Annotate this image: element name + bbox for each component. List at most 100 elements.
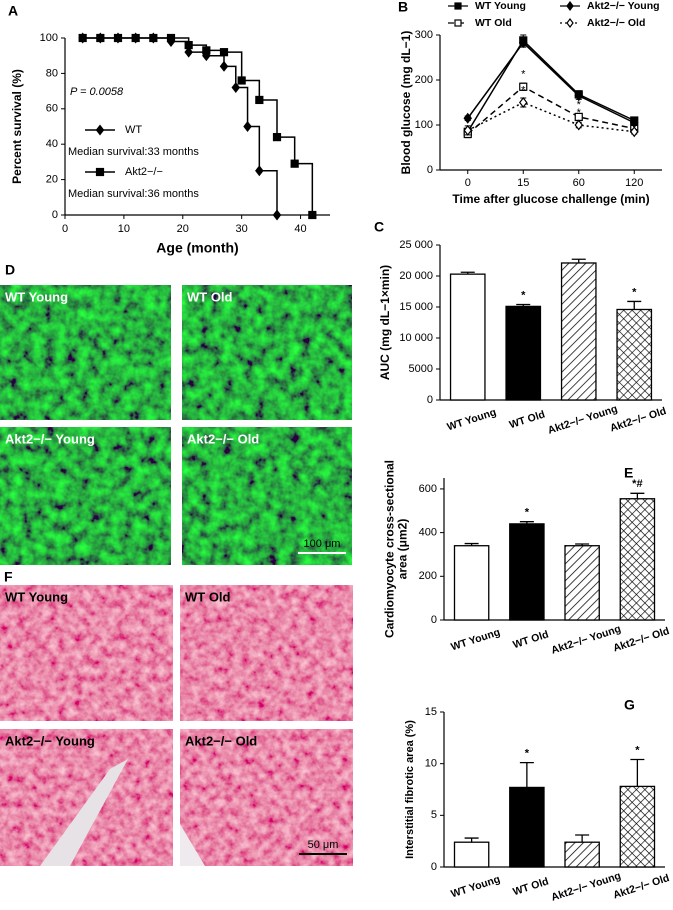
marker	[96, 33, 105, 43]
marker	[519, 82, 528, 91]
bar	[564, 545, 600, 621]
marker	[463, 112, 473, 124]
micrograph	[0, 285, 171, 420]
bar	[505, 305, 542, 401]
significance: *	[521, 289, 526, 301]
bar	[449, 273, 486, 401]
legend-label: WT Young	[475, 0, 526, 12]
marker	[308, 210, 317, 220]
bar	[564, 841, 600, 868]
y-tick-label: 600	[419, 483, 437, 495]
series-line	[467, 85, 635, 135]
image-label: Akt2−/− Old	[187, 431, 259, 446]
marker	[231, 82, 241, 94]
y-tick-label: 10 000	[399, 332, 433, 344]
marker	[454, 2, 462, 10]
y-axis-title: area (μm2)	[396, 519, 410, 580]
marker	[566, 0, 574, 11]
x-tick-label: 0	[465, 177, 471, 189]
error-bar	[571, 258, 586, 263]
error-bar	[464, 542, 479, 546]
marker	[131, 33, 140, 43]
panel-letter: D	[5, 262, 15, 278]
micrograph	[182, 427, 352, 565]
micrograph	[0, 729, 173, 866]
panel-letter: C	[374, 219, 384, 235]
error-bar	[519, 761, 534, 788]
x-tick-label: 15	[517, 177, 529, 189]
error-bar	[516, 303, 531, 307]
x-tick-label: WT Young	[446, 406, 498, 433]
image-label: WT Old	[185, 589, 231, 604]
significance: *	[632, 286, 637, 298]
y-tick-label: 80	[46, 67, 58, 79]
x-tick-label: 0	[62, 223, 68, 235]
x-tick-label: 20	[177, 223, 189, 235]
y-tick-label: 300	[415, 29, 433, 41]
x-tick-label: 10	[118, 223, 130, 235]
marker	[149, 33, 158, 43]
error-bar	[460, 271, 475, 275]
error-bar	[575, 543, 590, 546]
marker	[463, 124, 473, 136]
y-tick-label: 0	[427, 164, 433, 176]
x-tick-label: Akt2−/− Young	[546, 403, 619, 437]
marker	[566, 18, 574, 28]
legend-label: Akt2−/−	[125, 166, 163, 178]
y-tick-label: 15 000	[399, 301, 433, 313]
y-tick-label: 0	[427, 394, 433, 406]
significance: *	[525, 507, 530, 519]
y-tick-label: 10	[425, 758, 437, 770]
image-label: Akt2−/− Young	[5, 733, 95, 748]
legend-label: WT	[125, 124, 142, 136]
y-tick-label: 5	[431, 809, 437, 821]
y-axis-title: Interstitial fibrotic area (%)	[404, 720, 416, 859]
panel-letter: F	[4, 569, 13, 585]
x-tick-label: WT Young	[449, 626, 501, 653]
significance: *#	[632, 478, 642, 490]
scale-bar-label: 50 μm	[308, 839, 339, 851]
y-tick-label: 5000	[409, 363, 433, 375]
image-label: WT Young	[5, 589, 68, 604]
image-label: WT Old	[187, 289, 233, 304]
significance: *	[635, 744, 640, 756]
micrograph	[180, 729, 353, 866]
marker	[255, 95, 264, 105]
micrograph	[182, 285, 352, 420]
bar	[453, 841, 490, 868]
series-line	[467, 101, 635, 133]
y-tick-label: 0	[431, 861, 437, 873]
y-tick-label: 0	[52, 209, 58, 221]
marker	[184, 46, 193, 58]
tissue-gap	[40, 759, 128, 866]
legend-label: Akt2−/− Old	[587, 17, 645, 29]
x-tick-label: 60	[573, 177, 585, 189]
y-axis-title: Cardiomyocyte cross-sectional	[383, 460, 397, 638]
marker	[237, 76, 246, 85]
significance: *	[525, 748, 530, 760]
marker	[166, 33, 176, 43]
bar	[509, 786, 545, 868]
marker	[78, 33, 87, 43]
x-tick-label: WT Young	[449, 873, 501, 900]
marker	[95, 167, 105, 177]
marker	[574, 90, 584, 102]
y-axis-title: Percent survival (%)	[10, 69, 24, 184]
image-label: Akt2−/− Young	[5, 431, 95, 446]
significance: *	[577, 107, 582, 119]
legend-note: Median survival:36 months	[68, 188, 199, 200]
x-axis-title: Age (month)	[156, 240, 238, 256]
x-tick-label: 120	[625, 177, 643, 189]
error-bar	[464, 837, 479, 843]
marker	[184, 40, 193, 50]
legend-note: Median survival:33 months	[68, 146, 199, 158]
y-tick-label: 100	[40, 32, 58, 44]
significance: *	[521, 84, 526, 96]
legend-label: WT Old	[475, 17, 512, 29]
error-bar	[575, 834, 590, 843]
marker	[272, 209, 282, 221]
annotation: P = 0.0058	[70, 86, 124, 98]
scale-bar-label: 100 μm	[304, 538, 341, 550]
